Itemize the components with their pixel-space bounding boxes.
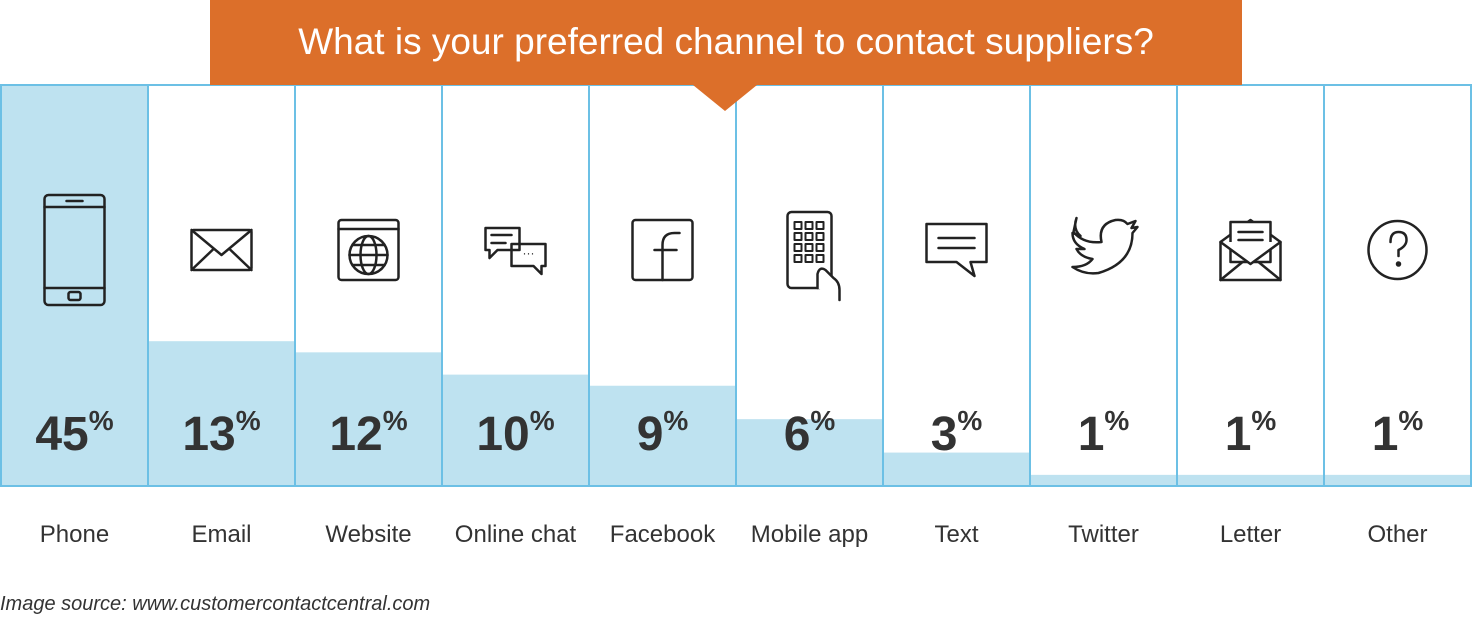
icon [1219, 218, 1282, 282]
icon-shape [816, 267, 841, 302]
value-label: 1% [1372, 405, 1424, 461]
x-tick-label: Online chat [455, 521, 577, 548]
x-tick-label: Phone [40, 521, 109, 548]
x-tick-label: Facebook [610, 521, 716, 548]
x-tick-label: Email [191, 521, 251, 548]
x-tick-label: Text [934, 521, 978, 548]
icon-shape [1219, 240, 1282, 282]
icon [631, 218, 694, 282]
value-label: 12% [329, 405, 407, 461]
value-label: 1% [1078, 405, 1130, 461]
icon [43, 193, 106, 307]
bar [295, 352, 442, 486]
x-tick-label: Website [325, 521, 411, 548]
icon-shape [43, 193, 106, 307]
icon-shape [337, 218, 400, 282]
icon-shape: ··· [523, 246, 535, 260]
value-label: 9% [637, 405, 689, 461]
bar [148, 341, 295, 486]
bar [589, 385, 736, 486]
bar [883, 452, 1030, 486]
bar [1324, 474, 1471, 486]
x-tick-label: Other [1367, 521, 1427, 548]
x-tick-label: Twitter [1068, 521, 1139, 548]
icon-shape [815, 243, 825, 252]
icon-shape [484, 226, 521, 260]
icon: ··· [484, 226, 547, 276]
icon [1367, 219, 1428, 281]
icon-shape [190, 228, 253, 257]
icon-shape [1389, 230, 1408, 258]
icon-shape [1071, 216, 1139, 275]
icon-shape [1395, 261, 1402, 267]
value-label: 1% [1225, 405, 1277, 461]
icon [190, 228, 253, 272]
bar [1, 85, 148, 486]
icon-shape [804, 221, 814, 230]
bar [1177, 474, 1324, 486]
icon-shape [815, 254, 825, 263]
icon-shape [228, 247, 253, 272]
icon [786, 210, 841, 302]
icon-shape [786, 210, 833, 290]
x-tick-label: Mobile app [751, 521, 868, 548]
icon-shape [510, 242, 547, 276]
banner-pointer [693, 85, 757, 111]
icon-shape [190, 228, 253, 272]
icon-shape [804, 232, 814, 241]
icon-shape [190, 247, 215, 272]
value-label: 3% [931, 405, 983, 461]
icon-shape [793, 243, 803, 252]
icon-shape [793, 221, 803, 230]
icon-shape [925, 222, 988, 278]
value-label: 10% [476, 405, 554, 461]
value-label: 45% [35, 405, 113, 461]
icon-shape [804, 243, 814, 252]
chart-title: What is your preferred channel to contac… [298, 21, 1154, 62]
icon-shape [1367, 219, 1428, 281]
x-tick-label: Letter [1220, 521, 1281, 548]
icon-shape [815, 221, 825, 230]
bar [442, 374, 589, 486]
icon-shape [804, 254, 814, 263]
source-note: Image source: www.customercontactcentral… [0, 593, 430, 615]
icon-shape [815, 232, 825, 241]
icon-shape [653, 231, 681, 282]
icon [337, 218, 400, 282]
value-label: 6% [784, 405, 836, 461]
icon [925, 222, 988, 278]
banner [210, 0, 1242, 85]
value-label: 13% [182, 405, 260, 461]
title-banner: What is your preferred channel to contac… [210, 0, 1242, 111]
icon-shape [793, 232, 803, 241]
icon-shape [67, 290, 82, 302]
icon [1071, 216, 1139, 275]
icon-shape [793, 254, 803, 263]
column-frame [1323, 84, 1472, 487]
bar [736, 419, 883, 486]
bar [1030, 474, 1177, 486]
